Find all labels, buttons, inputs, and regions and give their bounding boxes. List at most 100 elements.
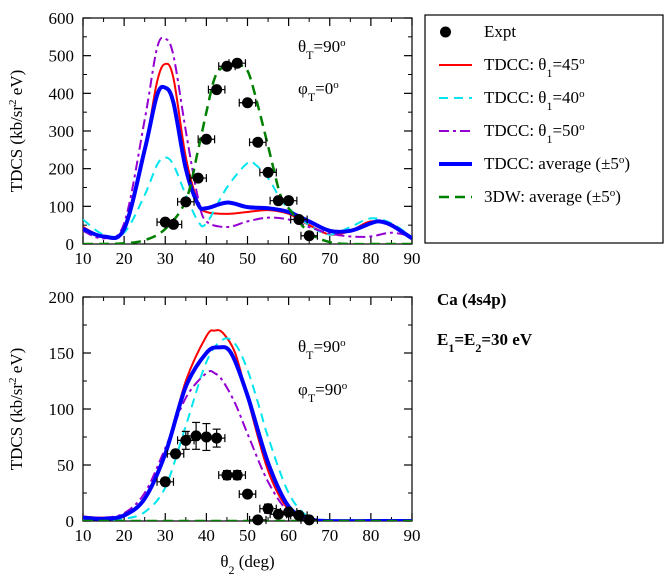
- expt-marker: [242, 97, 253, 109]
- expt-marker: [272, 508, 284, 520]
- series-line-tdcc50: [83, 36, 412, 240]
- expt-point: [300, 514, 319, 526]
- x-tick-label: 60: [280, 249, 297, 268]
- y-tick-label: 100: [49, 400, 75, 419]
- y-axis-label: TDCS (kb/sr2 eV): [7, 348, 26, 471]
- x-axis-label: θ2 (deg): [220, 552, 274, 577]
- expt-point: [207, 84, 226, 96]
- x-tick-label: 50: [239, 249, 256, 268]
- y-tick-label: 150: [49, 344, 75, 363]
- expt-marker: [252, 136, 264, 148]
- x-tick-label: 40: [198, 526, 215, 545]
- expt-marker: [242, 488, 253, 500]
- legend-label: TDCC: θ1=45o: [484, 55, 585, 80]
- bottom-panel: 10 20 30 40 50 60 70 80 90 0 50 100 150 200 TDCS (kb/s…: [7, 288, 421, 577]
- expt-marker: [272, 195, 284, 207]
- angle-annotation: φT=0o: [298, 79, 339, 104]
- x-tick-label: 10: [75, 526, 92, 545]
- y-tick-label: 400: [49, 84, 75, 103]
- y-tick-label: 200: [49, 160, 75, 179]
- expt-marker: [180, 196, 192, 208]
- expt-marker: [221, 60, 233, 72]
- y-tick-label: 50: [57, 456, 74, 475]
- x-tick-label: 80: [362, 249, 379, 268]
- x-tick-label: 60: [280, 526, 297, 545]
- legend: Expt TDCC: θ1=45o TDCC: θ1=40o TDCC: θ1=50o…: [424, 14, 664, 244]
- energy-label: E1=E2=30 eV: [437, 330, 533, 355]
- x-tick-label: 20: [116, 249, 133, 268]
- legend-label: TDCC: θ1=40o: [484, 88, 585, 113]
- target-label: Ca (4s4p): [437, 290, 506, 309]
- side-labels: Ca (4s4p) E1=E2=30 eV: [437, 290, 533, 355]
- x-tick-label: 10: [75, 249, 92, 268]
- expt-marker: [221, 469, 233, 481]
- x-tick-label: 90: [404, 526, 421, 545]
- legend-label: TDCC: θ1=50o: [484, 121, 585, 146]
- x-tick-label: 20: [116, 526, 133, 545]
- expt-marker: [167, 218, 179, 230]
- expt-marker: [192, 172, 204, 184]
- series-line-dw3: [83, 62, 412, 244]
- x-tick-label: 50: [239, 526, 256, 545]
- y-tick-label: 300: [49, 122, 75, 141]
- series-line-tdcc40: [83, 156, 412, 239]
- legend-label: TDCC: average (±5o): [484, 154, 630, 173]
- legend-label: 3DW: average (±5o): [484, 187, 621, 206]
- x-tick-label: 70: [321, 249, 338, 268]
- expt-point: [248, 514, 267, 526]
- y-axis-label: TDCS (kb/sr2 eV): [7, 70, 26, 193]
- expt-marker: [180, 434, 192, 446]
- x-tick-label: 30: [157, 526, 174, 545]
- expt-marker: [303, 230, 315, 242]
- y-tick-label: 0: [66, 512, 75, 531]
- expt-marker: [159, 476, 171, 488]
- expt-marker: [283, 506, 295, 518]
- expt-point: [279, 506, 298, 518]
- expt-point: [164, 218, 183, 230]
- angle-annotation: θT=90o: [298, 37, 346, 62]
- expt-point: [259, 166, 277, 178]
- y-tick-label: 500: [49, 47, 75, 66]
- expt-marker: [262, 503, 274, 515]
- expt-point: [238, 97, 257, 109]
- expt-marker: [283, 195, 295, 207]
- legend-entry-tdcc50: TDCC: θ1=50o: [439, 121, 585, 146]
- y-tick-label: 100: [49, 197, 75, 216]
- expt-marker: [170, 448, 182, 460]
- expt-marker: [190, 430, 202, 442]
- angle-annotation: φT=90o: [298, 380, 348, 405]
- expt-marker: [293, 509, 305, 521]
- expt-point: [290, 214, 308, 226]
- expt-point: [166, 448, 185, 460]
- series-line-tdccavg: [83, 84, 412, 241]
- plot-frame: [82, 296, 413, 522]
- legend-marker: [440, 26, 451, 38]
- expt-point: [300, 230, 319, 242]
- series-line-tdcc45: [83, 62, 412, 240]
- expt-marker: [252, 514, 264, 526]
- expt-marker: [200, 431, 212, 443]
- expt-point: [176, 430, 195, 450]
- expt-marker: [211, 432, 223, 444]
- expt-marker: [211, 84, 223, 96]
- legend-entry-tdcc40: TDCC: θ1=40o: [439, 88, 585, 113]
- expt-point: [259, 503, 277, 515]
- angle-annotation: θT=90o: [298, 337, 346, 362]
- expt-marker: [231, 469, 243, 481]
- expt-point: [207, 428, 226, 448]
- expt-point: [279, 195, 298, 207]
- expt-point: [290, 509, 308, 521]
- legend-entry-tdccavg: TDCC: average (±5o): [439, 154, 630, 173]
- legend-entry-dw3: 3DW: average (±5o): [439, 187, 621, 206]
- expt-marker: [231, 57, 243, 69]
- x-tick-label: 30: [157, 249, 174, 268]
- x-tick-label: 70: [321, 526, 338, 545]
- expt-marker: [303, 514, 315, 526]
- y-tick-label: 200: [49, 288, 75, 307]
- x-tick-label: 40: [198, 249, 215, 268]
- expt-marker: [200, 133, 212, 145]
- legend-entry-tdcc45: TDCC: θ1=45o: [439, 55, 585, 80]
- expt-point: [228, 469, 247, 481]
- expt-point: [197, 133, 216, 145]
